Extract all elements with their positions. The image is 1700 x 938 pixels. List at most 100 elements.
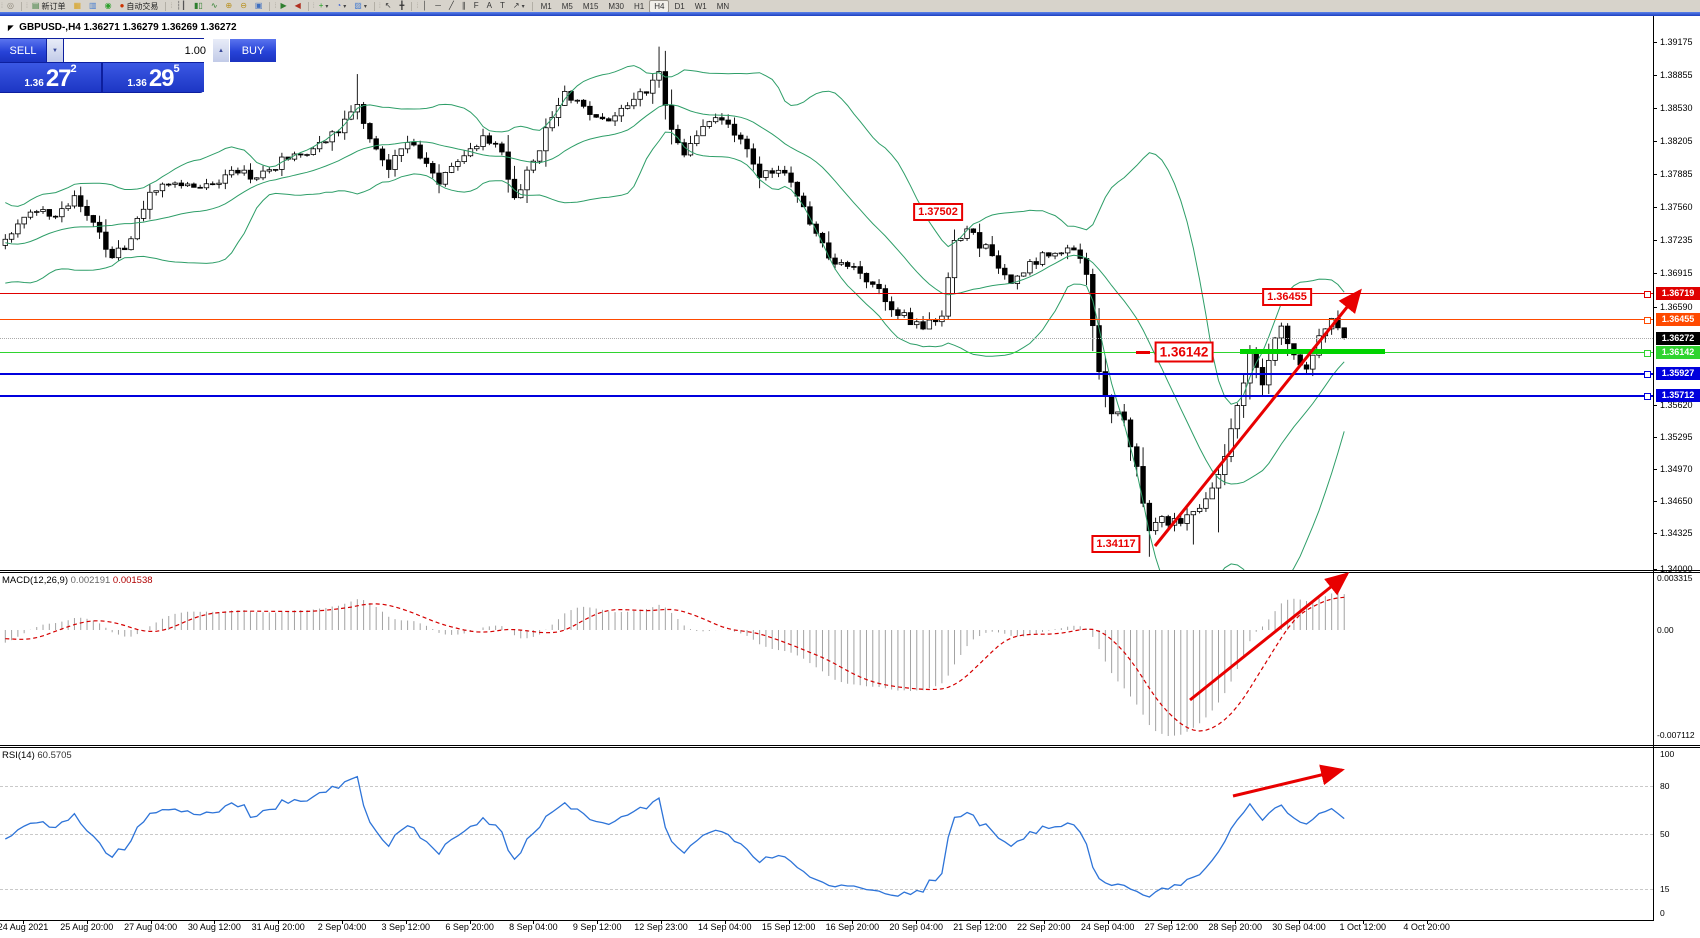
vertical-line-icon: │ — [422, 1, 428, 10]
timeframe-d1-button[interactable]: D1 — [674, 1, 685, 11]
indicators-button[interactable]: + ▾ — [315, 0, 333, 13]
line-handle[interactable] — [1644, 350, 1651, 357]
trendline-icon: ╱ — [448, 1, 454, 10]
price-tag-1.36142[interactable]: 1.36142 — [1154, 341, 1214, 363]
bar-chart-button[interactable]: ┆┃ — [172, 0, 190, 13]
timeframe-m5-button[interactable]: M5 — [561, 1, 573, 11]
price-tag-1.36455[interactable]: 1.36455 — [1262, 288, 1312, 306]
price-axis-line[interactable] — [1653, 15, 1654, 920]
buy-price-point: 5 — [173, 63, 180, 75]
macd-indicator-canvas[interactable] — [0, 572, 1653, 745]
text-label-button[interactable]: T — [496, 0, 509, 13]
one-click-trading-panel: SELL ▼ ▲ BUY 1.36 27 2 1.36 29 5 — [0, 38, 276, 93]
horizontal-line-1.35712[interactable] — [0, 395, 1653, 397]
time-tick-mark — [278, 920, 280, 924]
volume-decrease-button[interactable]: ▼ — [47, 39, 63, 62]
chart-title: ◤ GBPUSD-,H4 1.36271 1.36279 1.36269 1.3… — [8, 22, 237, 33]
chart-symbol-period: GBPUSD-,H4 — [19, 22, 81, 33]
arrows-tool-button[interactable]: ↗ ▾ — [509, 0, 529, 13]
fibonacci-button[interactable]: F — [470, 0, 483, 13]
zoom-out-button[interactable]: ⊖ — [236, 0, 251, 13]
price-tick-label: 1.37885 — [1660, 169, 1693, 179]
templates-button[interactable]: ▨ ▾ — [350, 0, 371, 13]
data-window-icon-icon: ▥ — [89, 1, 97, 10]
line-handle[interactable] — [1644, 393, 1651, 400]
price-tick-mark — [1653, 469, 1657, 470]
time-axis-line[interactable] — [0, 920, 1654, 921]
line-handle[interactable] — [1644, 317, 1651, 324]
new-order-button[interactable]: ▤ 新订单 — [28, 0, 70, 13]
horizontal-line-1.35927[interactable] — [0, 373, 1653, 375]
time-tick-mark — [852, 920, 854, 924]
line-handle[interactable] — [1644, 291, 1651, 298]
macd-label: MACD(12,26,9) 0.002191 0.001538 — [2, 575, 153, 586]
support-zone-1.36142[interactable] — [1240, 349, 1385, 354]
fibonacci-icon: F — [473, 1, 479, 10]
crosshair-button[interactable]: ╋ — [395, 0, 408, 13]
buy-button[interactable]: BUY — [230, 39, 276, 62]
time-tick-label: 24 Sep 04:00 — [1080, 922, 1135, 932]
tile-windows-button[interactable]: ▣ — [251, 0, 267, 13]
horizontal-line-1.36142[interactable] — [0, 352, 1653, 353]
rsi-level-line-50 — [0, 834, 1653, 835]
chevron-down-icon: ▾ — [325, 3, 329, 10]
navigator-icon-icon: ◉ — [104, 1, 112, 10]
rsi-panel-divider[interactable] — [0, 745, 1700, 746]
sell-button[interactable]: SELL — [0, 39, 46, 62]
price-tick-label: 1.36915 — [1660, 268, 1693, 278]
data-window-icon[interactable]: ▥ — [85, 0, 101, 13]
chart-shift-button[interactable]: ◀ — [291, 0, 305, 13]
toolbar-grip: ⁞ — [416, 2, 418, 10]
toolbar-separator — [165, 1, 167, 11]
current-price-line — [0, 338, 1653, 339]
candlestick-chart-button[interactable]: ▮▯ — [190, 0, 207, 13]
line-chart-button[interactable]: ∿ — [207, 0, 222, 13]
time-tick-label: 4 Oct 20:00 — [1403, 922, 1450, 932]
new-order-icon: ▤ — [31, 1, 40, 10]
timeframe-w1-button[interactable]: W1 — [694, 1, 707, 11]
time-tick-mark — [788, 920, 790, 924]
timeframe-m1-button[interactable]: M1 — [540, 1, 552, 11]
zoom-in-button[interactable]: ⊕ — [222, 0, 237, 13]
text-button[interactable]: A — [483, 0, 496, 13]
window-accent-bar — [0, 12, 1700, 16]
price-tick-label: 1.37560 — [1660, 202, 1693, 212]
volume-input[interactable] — [64, 39, 212, 62]
left-edge-icon[interactable]: ◎ — [3, 0, 18, 13]
time-tick-label: 30 Aug 12:00 — [187, 922, 241, 932]
rsi-level-label-0: 0 — [1660, 908, 1665, 918]
equidistant-channel-button[interactable]: ∥ — [458, 0, 470, 13]
rsi-indicator-canvas[interactable] — [0, 747, 1653, 920]
horizontal-line-1.36455[interactable] — [0, 319, 1653, 320]
sell-price[interactable]: 1.36 27 2 — [0, 63, 101, 92]
indicators-icon: + — [318, 1, 324, 10]
market-watch-icon[interactable]: ▦ — [69, 0, 85, 13]
timeframe-h1-button[interactable]: H1 — [633, 1, 645, 11]
time-tick-label: 2 Sep 04:00 — [317, 922, 367, 932]
timeframe-mn-button[interactable]: MN — [716, 1, 730, 11]
time-tick-label: 3 Sep 12:00 — [381, 922, 431, 932]
periods-button[interactable]: ◔ ▾ — [332, 0, 350, 13]
navigator-icon[interactable]: ◉ — [101, 0, 116, 13]
timeframe-m30-button[interactable]: M30 — [608, 1, 624, 11]
time-tick-label: 6 Sep 20:00 — [445, 922, 494, 932]
macd-panel-divider[interactable] — [0, 570, 1700, 571]
horizontal-line-1.36719[interactable] — [0, 293, 1653, 294]
price-tag-1.34117[interactable]: 1.34117 — [1091, 535, 1141, 553]
rsi-level-label-80: 80 — [1660, 781, 1670, 791]
timeframe-h4-button[interactable]: H4 — [649, 0, 670, 13]
buy-price[interactable]: 1.36 29 5 — [103, 63, 204, 92]
chart-shift-icon: ◀ — [294, 1, 301, 10]
auto-scroll-button[interactable]: ▶ — [276, 0, 290, 13]
timeframe-m15-button[interactable]: M15 — [582, 1, 599, 11]
price-tag-1.37502[interactable]: 1.37502 — [913, 203, 963, 221]
cursor-icon: ↖ — [384, 1, 392, 10]
trendline-button[interactable]: ╱ — [445, 0, 458, 13]
price-tick-label: 1.34325 — [1660, 528, 1693, 538]
cursor-button[interactable]: ↖ — [381, 0, 396, 13]
volume-increase-button[interactable]: ▲ — [213, 39, 229, 62]
horizontal-line-button[interactable]: ─ — [431, 0, 445, 13]
line-handle[interactable] — [1644, 371, 1651, 378]
auto-trading-button[interactable]: ● 自动交易 — [116, 0, 163, 13]
vertical-line-button[interactable]: │ — [418, 0, 431, 13]
